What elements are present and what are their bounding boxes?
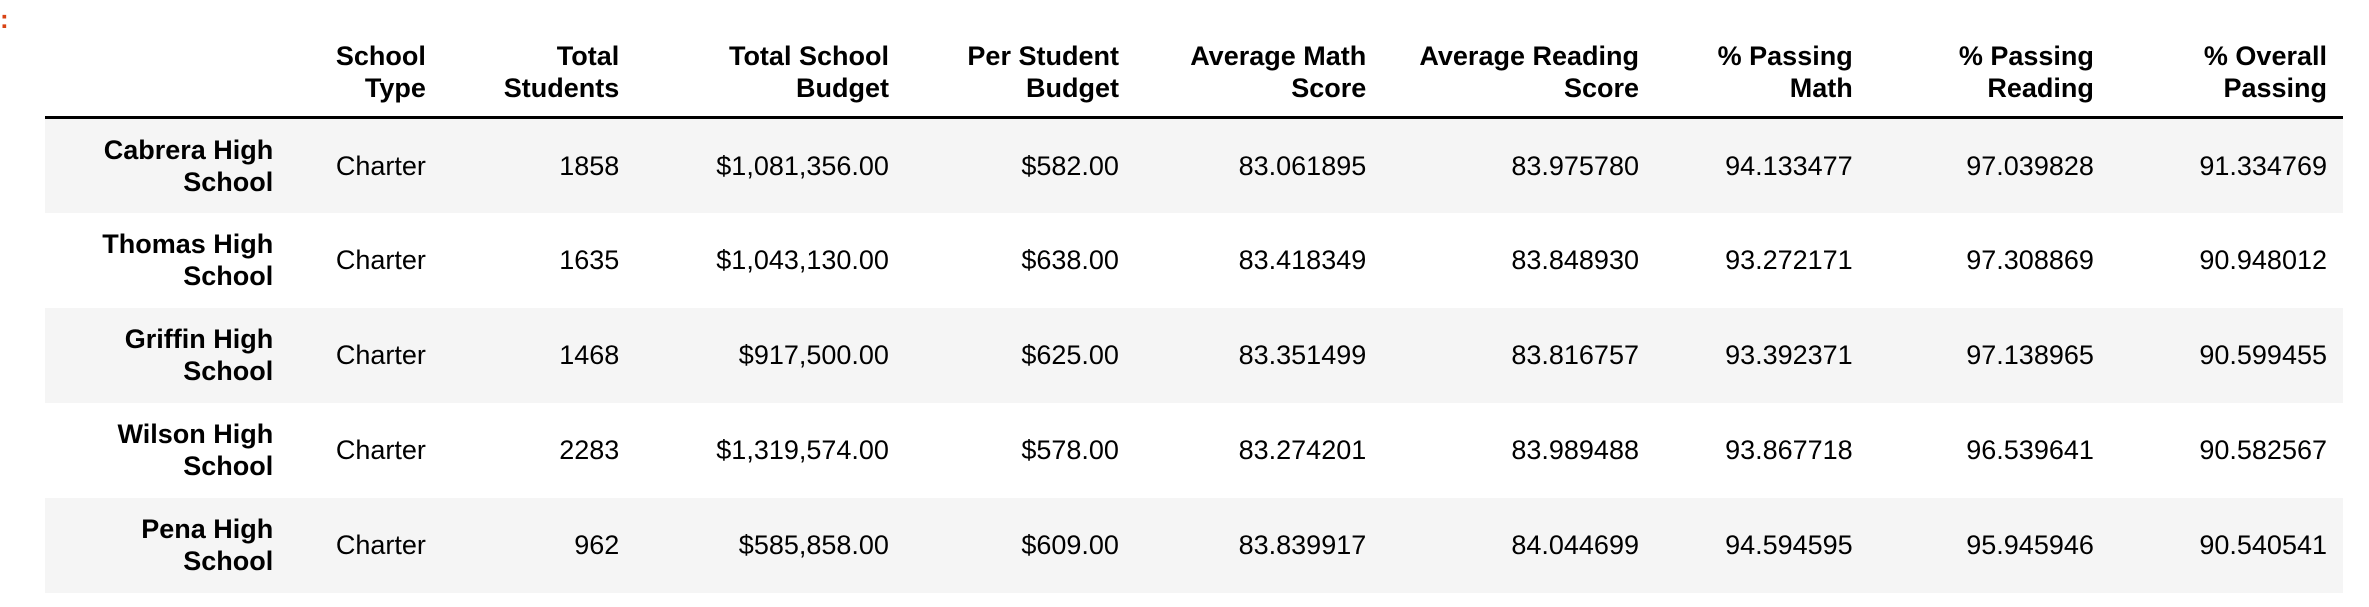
column-header-average-math-score: Average Math Score — [1134, 28, 1383, 119]
cell-total-school-budget: $585,858.00 — [738, 530, 889, 560]
cell-total-school-budget: $1,043,130.00 — [716, 245, 889, 275]
cell-overall-passing: 90.582567 — [2199, 435, 2327, 465]
table-row: Wilson High School Charter 2283 $1,319,5… — [45, 402, 2343, 498]
row-label: Cabrera High School — [103, 134, 274, 197]
cell-average-reading-score: 83.975780 — [1511, 150, 1639, 181]
row-label: Thomas High School — [102, 229, 274, 291]
cell-average-math-score: 83.839917 — [1238, 530, 1367, 560]
cell-passing-math: 93.867718 — [1725, 435, 1853, 465]
cell-passing-math: 93.392371 — [1725, 340, 1853, 370]
cell-passing-math: 94.133477 — [1725, 150, 1853, 181]
cell-passing-math: 94.594595 — [1725, 530, 1853, 560]
table-row: Griffin High School Charter 1468 $917,50… — [45, 307, 2343, 403]
row-label: Pena High School — [141, 514, 274, 576]
cell-total-school-budget: $917,500.00 — [738, 340, 889, 370]
column-header-average-reading-score: Average Reading Score — [1382, 28, 1655, 119]
cell-per-student-budget: $609.00 — [1021, 530, 1119, 560]
index-header — [45, 28, 290, 119]
column-header-per-student-budget: Per Student Budget — [904, 28, 1135, 119]
cell-average-reading-score: 84.044699 — [1511, 530, 1639, 560]
cell-per-student-budget: $582.00 — [1021, 150, 1119, 181]
cell-overall-passing: 90.599455 — [2199, 340, 2327, 370]
cell-passing-reading: 97.308869 — [1966, 245, 2094, 275]
cell-per-student-budget: $578.00 — [1021, 435, 1119, 465]
cell-per-student-budget: $625.00 — [1021, 340, 1119, 370]
cell-average-reading-score: 83.848930 — [1511, 245, 1639, 275]
cell-school-type: Charter — [335, 435, 426, 465]
cell-total-school-budget: $1,081,356.00 — [716, 150, 889, 181]
cell-school-type: Charter — [335, 245, 426, 275]
table-row: Pena High School Charter 962 $585,858.00… — [45, 497, 2343, 593]
cell-total-students: 1468 — [559, 340, 620, 370]
cell-passing-reading: 95.945946 — [1966, 530, 2094, 560]
header-row: School Type Total Students Total School … — [45, 28, 2343, 119]
cell-passing-math: 93.272171 — [1725, 245, 1853, 275]
table-row: Cabrera High School Charter 1858 $1,081,… — [45, 117, 2343, 213]
cell-passing-reading: 97.039828 — [1966, 150, 2094, 181]
cell-total-students: 962 — [574, 530, 620, 560]
cell-average-math-score: 83.418349 — [1238, 245, 1367, 275]
column-header-total-students: Total Students — [441, 28, 636, 119]
cell-overall-passing: 91.334769 — [2199, 150, 2327, 181]
output-prompt-marker: : — [0, 4, 9, 34]
cell-total-students: 1635 — [559, 245, 620, 275]
table-header: School Type Total Students Total School … — [45, 28, 2343, 119]
cell-overall-passing: 90.540541 — [2199, 530, 2327, 560]
cell-school-type: Charter — [335, 150, 426, 181]
school-summary-table: School Type Total Students Total School … — [45, 28, 2343, 593]
column-header-school-type: School Type — [289, 28, 442, 119]
cell-average-math-score: 83.061895 — [1238, 150, 1367, 181]
row-label: Griffin High School — [124, 324, 274, 386]
row-label: Wilson High School — [117, 419, 274, 481]
cell-average-math-score: 83.351499 — [1238, 340, 1367, 370]
column-header-passing-math: % Passing Math — [1654, 28, 1869, 119]
cell-overall-passing: 90.948012 — [2199, 245, 2327, 275]
table-row: Thomas High School Charter 1635 $1,043,1… — [45, 212, 2343, 308]
cell-school-type: Charter — [335, 530, 426, 560]
cell-average-reading-score: 83.816757 — [1511, 340, 1639, 370]
cell-average-reading-score: 83.989488 — [1511, 435, 1639, 465]
column-header-overall-passing: % Overall Passing — [2109, 28, 2343, 119]
column-header-total-school-budget: Total School Budget — [635, 28, 905, 119]
column-header-passing-reading: % Passing Reading — [1868, 28, 2110, 119]
cell-total-students: 1858 — [559, 150, 620, 181]
cell-passing-reading: 97.138965 — [1966, 340, 2094, 370]
dataframe-output: School Type Total Students Total School … — [45, 28, 2343, 593]
cell-school-type: Charter — [335, 340, 426, 370]
cell-passing-reading: 96.539641 — [1966, 435, 2094, 465]
cell-total-students: 2283 — [559, 435, 620, 465]
table-body: Cabrera High School Charter 1858 $1,081,… — [45, 117, 2343, 593]
cell-average-math-score: 83.274201 — [1238, 435, 1367, 465]
cell-per-student-budget: $638.00 — [1021, 245, 1119, 275]
cell-total-school-budget: $1,319,574.00 — [716, 435, 889, 465]
